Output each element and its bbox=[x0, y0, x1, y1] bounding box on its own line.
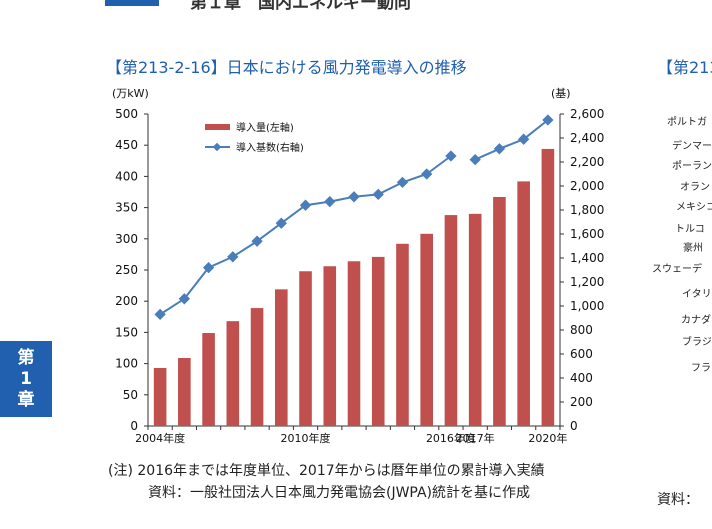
next-figure-label: フラ bbox=[691, 363, 711, 374]
left-tick-label: 500 bbox=[115, 107, 138, 121]
left-tick-label: 0 bbox=[130, 419, 138, 433]
bar-2019年 bbox=[517, 181, 530, 426]
legend-bar-swatch bbox=[205, 124, 230, 130]
point-2013年度 bbox=[372, 188, 384, 201]
next-figure-source: 資料： bbox=[657, 492, 699, 508]
next-figure-label: メキシコ bbox=[676, 202, 712, 213]
chapter-side-tab: 第 1 章 bbox=[0, 341, 52, 417]
right-tick-label: 400 bbox=[570, 371, 593, 385]
figure-title: 【第213-2-16】日本における風力発電導入の推移 bbox=[106, 58, 467, 77]
bar-2009年度 bbox=[274, 289, 288, 426]
point-2011年度 bbox=[324, 195, 336, 208]
point-2010年度 bbox=[299, 199, 312, 211]
bar-2013年度 bbox=[371, 256, 385, 426]
next-figure-label: イタリ bbox=[682, 289, 712, 300]
next-figure-label: ブラジ bbox=[682, 337, 712, 348]
chapter-header-bar bbox=[105, 0, 159, 6]
point-2007年度 bbox=[227, 251, 239, 263]
bar-2010年度 bbox=[299, 271, 312, 426]
bar-2006年度 bbox=[202, 333, 215, 426]
next-figure-label: トルコ bbox=[675, 224, 705, 235]
x-tick-label: 2016年度 bbox=[426, 431, 476, 445]
next-figure-label: オラン bbox=[680, 182, 710, 193]
right-tick-label: 2,200 bbox=[570, 155, 604, 169]
figure-note: (注) 2016年までは年度単位、2017年からは暦年単位の累計導入実績 bbox=[108, 463, 545, 479]
next-figure-title: 【第213 bbox=[657, 58, 712, 77]
legend-line-marker bbox=[212, 142, 222, 152]
bar-series bbox=[153, 148, 555, 426]
point-2005年度 bbox=[178, 293, 191, 305]
bar-2004年度 bbox=[153, 367, 167, 426]
right-tick-label: 600 bbox=[570, 347, 593, 361]
left-tick-label: 250 bbox=[115, 263, 138, 277]
next-figure-label: ポルトガ bbox=[667, 117, 707, 128]
bar-2011年度 bbox=[323, 266, 337, 426]
left-tick-label: 450 bbox=[115, 138, 138, 152]
bar-2008年度 bbox=[250, 308, 264, 426]
side-tab-line1: 第 bbox=[17, 347, 35, 368]
right-tick-label: 2,000 bbox=[570, 179, 604, 193]
right-tick-label: 200 bbox=[570, 395, 593, 409]
next-figure-label: 豪州 bbox=[683, 243, 703, 254]
chart-axes: 0 50 100 150 200 250 300 350 400 450 500 0 200 400 600… bbox=[112, 87, 604, 445]
left-tick-label: 300 bbox=[115, 232, 138, 246]
point-2019年 bbox=[517, 133, 530, 145]
x-tick-label: 2017年 bbox=[456, 431, 495, 445]
point-2006年度 bbox=[202, 261, 215, 274]
bar-2015年度 bbox=[420, 233, 434, 426]
next-figure-label: カナダ bbox=[681, 315, 711, 326]
bar-2012年度 bbox=[347, 261, 361, 426]
next-figure-label: ポーラン bbox=[672, 161, 712, 172]
side-tab-line2: 1 bbox=[20, 368, 32, 389]
legend-bar-label: 導入量(左軸) bbox=[236, 121, 294, 134]
bar-2020年 bbox=[541, 148, 555, 426]
chart-legend: 導入量(左軸) 導入基数(右軸) bbox=[205, 121, 304, 154]
left-tick-label: 100 bbox=[115, 357, 138, 371]
right-tick-label: 1,000 bbox=[570, 299, 604, 313]
right-tick-label: 2,600 bbox=[570, 107, 604, 121]
point-2014年度 bbox=[396, 176, 409, 189]
right-tick-label: 1,600 bbox=[570, 227, 604, 241]
left-tick-label: 400 bbox=[115, 169, 138, 183]
point-2004年度 bbox=[154, 308, 166, 321]
right-tick-label: 1,200 bbox=[570, 275, 604, 289]
x-tick-label: 2004年度 bbox=[135, 431, 185, 445]
left-axis-unit: (万kW) bbox=[112, 87, 149, 100]
right-tick-label: 1,400 bbox=[570, 251, 604, 265]
line-segment-calendar-years bbox=[474, 119, 549, 161]
bar-2018年 bbox=[493, 196, 506, 426]
next-figure-label: デンマー bbox=[672, 141, 712, 152]
right-tick-label: 800 bbox=[570, 323, 593, 337]
line-series bbox=[154, 114, 554, 321]
right-axis-unit: (基) bbox=[551, 87, 571, 100]
right-tick-label: 2,400 bbox=[570, 131, 604, 145]
chapter-title: 第１章 国内エネルギー動向 bbox=[190, 0, 411, 13]
bar-2005年度 bbox=[178, 357, 191, 426]
point-2016年度 bbox=[445, 150, 457, 162]
point-2015年度 bbox=[421, 168, 433, 180]
x-tick-label: 2020年 bbox=[528, 431, 567, 445]
bar-2017年 bbox=[468, 213, 482, 426]
point-2018年 bbox=[493, 143, 506, 155]
bar-2007年度 bbox=[226, 321, 240, 426]
point-2017年 bbox=[469, 153, 481, 166]
point-2009年度 bbox=[275, 217, 287, 229]
right-tick-label: 0 bbox=[570, 419, 578, 433]
left-tick-label: 350 bbox=[115, 201, 138, 215]
next-figure-label: スウェーデ bbox=[652, 264, 702, 275]
figure-source: 資料：一般社団法人日本風力発電協会(JWPA)統計を基に作成 bbox=[148, 485, 531, 501]
side-tab-line3: 章 bbox=[17, 389, 35, 410]
left-tick-label: 50 bbox=[123, 388, 138, 402]
bar-2014年度 bbox=[396, 243, 409, 426]
right-tick-label: 1,800 bbox=[570, 203, 604, 217]
bar-2016年度 bbox=[444, 215, 458, 426]
left-tick-label: 150 bbox=[115, 325, 138, 339]
next-figure-labels: ポルトガデンマーポーランオランメキシコトルコ豪州スウェーデイタリカナダブラジフラ bbox=[650, 0, 712, 529]
point-2012年度 bbox=[348, 191, 360, 203]
legend-line-label: 導入基数(右軸) bbox=[236, 141, 304, 154]
x-tick-label: 2010年度 bbox=[281, 431, 331, 445]
left-tick-label: 200 bbox=[115, 294, 138, 308]
